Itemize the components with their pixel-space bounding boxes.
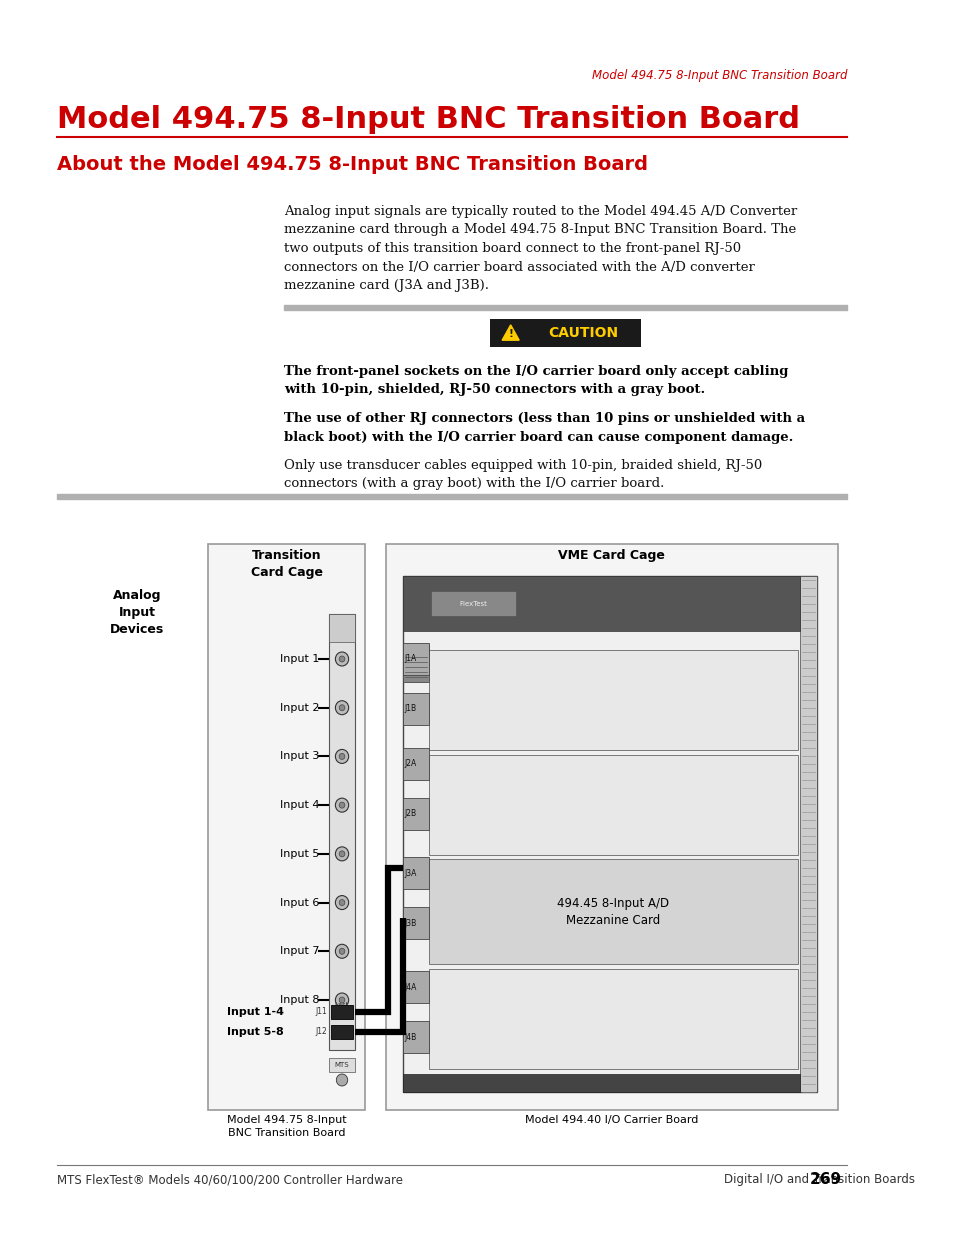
Text: Digital I/O and Transition Boards: Digital I/O and Transition Boards — [723, 1173, 914, 1187]
Text: !: ! — [508, 329, 513, 338]
Bar — [329, 614, 355, 642]
Text: J1B: J1B — [404, 704, 416, 714]
Text: Input 1: Input 1 — [279, 655, 319, 664]
Bar — [402, 1021, 429, 1053]
Text: 269: 269 — [809, 1172, 841, 1188]
Text: Input 4: Input 4 — [279, 800, 319, 810]
Circle shape — [339, 899, 344, 905]
Bar — [402, 747, 429, 779]
Polygon shape — [501, 325, 518, 340]
Text: Input 7: Input 7 — [279, 946, 319, 956]
Bar — [429, 860, 797, 965]
Bar — [402, 1073, 799, 1092]
Text: J12: J12 — [314, 1028, 327, 1036]
Text: Model 494.75 8-Input
BNC Transition Board: Model 494.75 8-Input BNC Transition Boar… — [227, 1115, 346, 1137]
Text: Input 8: Input 8 — [279, 995, 319, 1005]
Text: FlexTest: FlexTest — [459, 600, 487, 606]
Text: J3B: J3B — [404, 919, 416, 927]
Bar — [402, 971, 429, 1003]
Text: J3A: J3A — [404, 868, 416, 878]
Bar — [329, 614, 355, 1050]
Text: Analog
Input
Devices: Analog Input Devices — [111, 589, 164, 636]
Text: Input 5-8: Input 5-8 — [227, 1028, 284, 1037]
Text: 494.45 8-Input A/D
Mezzanine Card: 494.45 8-Input A/D Mezzanine Card — [557, 897, 669, 927]
Circle shape — [335, 798, 348, 813]
Bar — [402, 693, 429, 725]
Text: About the Model 494.75 8-Input BNC Transition Board: About the Model 494.75 8-Input BNC Trans… — [57, 156, 647, 174]
Circle shape — [339, 753, 344, 760]
Text: Input 5: Input 5 — [279, 848, 319, 858]
Bar — [402, 576, 816, 1092]
Circle shape — [335, 652, 348, 666]
Circle shape — [335, 847, 348, 861]
Circle shape — [335, 700, 348, 715]
Text: Last: Last — [335, 1002, 349, 1008]
Circle shape — [339, 803, 344, 808]
Bar — [402, 576, 799, 631]
Text: The front-panel sockets on the I/O carrier board only accept cabling
with 10-pin: The front-panel sockets on the I/O carri… — [284, 366, 788, 396]
Text: Model 494.75 8-Input BNC Transition Board: Model 494.75 8-Input BNC Transition Boar… — [591, 68, 846, 82]
Text: J2A: J2A — [404, 760, 416, 768]
Circle shape — [339, 851, 344, 857]
Circle shape — [339, 656, 344, 662]
Circle shape — [335, 895, 348, 909]
Bar — [402, 645, 429, 682]
Text: MTS FlexTest® Models 40/60/100/200 Controller Hardware: MTS FlexTest® Models 40/60/100/200 Contr… — [57, 1173, 402, 1187]
Bar — [429, 650, 797, 750]
Circle shape — [335, 750, 348, 763]
Text: The use of other RJ connectors (less than 10 pins or unshielded with a
black boo: The use of other RJ connectors (less tha… — [284, 412, 804, 443]
Bar — [402, 857, 429, 889]
Bar — [331, 1005, 353, 1019]
Circle shape — [335, 945, 348, 958]
Text: J4A: J4A — [404, 983, 416, 992]
Bar — [402, 643, 429, 674]
Text: Transition
Card Cage: Transition Card Cage — [251, 550, 322, 579]
Bar — [429, 755, 797, 855]
Text: Input 2: Input 2 — [279, 703, 319, 713]
Bar — [799, 576, 816, 1092]
Bar — [402, 908, 429, 940]
Text: Input 3: Input 3 — [279, 751, 319, 762]
Text: VME Card Cage: VME Card Cage — [558, 550, 664, 562]
Bar — [429, 969, 797, 1070]
Text: Only use transducer cables equipped with 10-pin, braided shield, RJ-50
connector: Only use transducer cables equipped with… — [284, 459, 761, 490]
Bar — [489, 319, 640, 347]
Bar — [329, 1058, 355, 1072]
Text: J4B: J4B — [404, 1032, 416, 1042]
Text: J11: J11 — [314, 1008, 327, 1016]
Bar — [402, 798, 429, 830]
Circle shape — [335, 993, 348, 1007]
Text: Analog input signals are typically routed to the Model 494.45 A/D Converter
mezz: Analog input signals are typically route… — [284, 205, 797, 291]
Circle shape — [339, 705, 344, 710]
Bar — [208, 543, 364, 1110]
Text: Model 494.40 I/O Carrier Board: Model 494.40 I/O Carrier Board — [524, 1115, 698, 1125]
Text: J2B: J2B — [404, 809, 416, 819]
Text: MTS: MTS — [335, 1062, 349, 1068]
Circle shape — [339, 948, 344, 955]
Bar — [331, 1025, 353, 1039]
Circle shape — [339, 997, 344, 1003]
Text: J1A: J1A — [404, 655, 416, 663]
Circle shape — [336, 1074, 347, 1086]
Text: Model 494.75 8-Input BNC Transition Board: Model 494.75 8-Input BNC Transition Boar… — [57, 105, 799, 135]
Text: CAUTION: CAUTION — [548, 326, 618, 340]
Bar — [431, 592, 516, 616]
Bar — [385, 543, 837, 1110]
Text: Input 6: Input 6 — [279, 898, 319, 908]
Text: Input 1-4: Input 1-4 — [227, 1007, 284, 1016]
